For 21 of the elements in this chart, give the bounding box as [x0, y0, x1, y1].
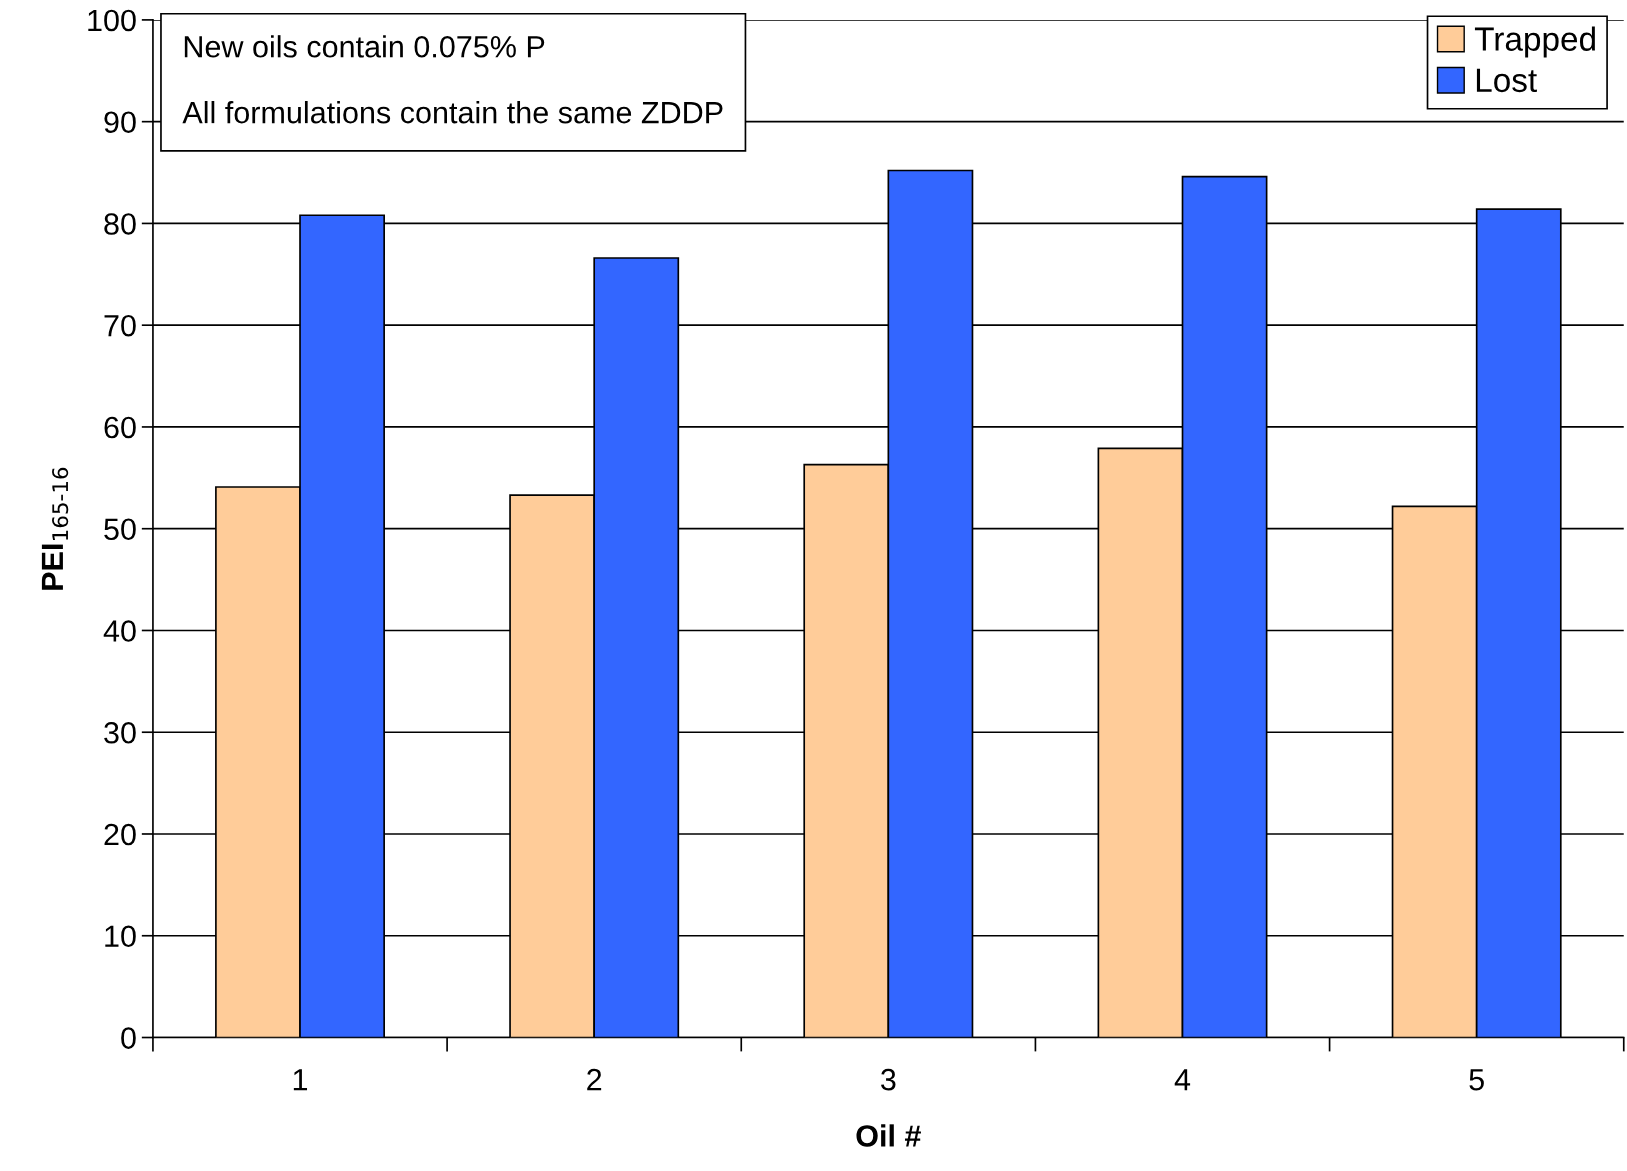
x-tick-label: 3	[881, 1068, 896, 1091]
y-tick-label: 10	[105, 925, 136, 948]
y-tick-label: 0	[121, 1027, 136, 1049]
legend-label: Lost	[1476, 68, 1537, 93]
y-tick-label: 80	[104, 213, 136, 235]
y-tick-label: 40	[103, 620, 136, 642]
legend-label: Trapped	[1474, 26, 1595, 58]
x-axis-title: Oil #	[856, 1124, 921, 1147]
y-tick-label: 100	[88, 9, 136, 32]
y-tick-label: 70	[104, 314, 136, 337]
y-tick-label: 60	[104, 416, 136, 439]
x-tick-label: 2	[587, 1068, 602, 1091]
x-tick-label: 5	[1469, 1069, 1484, 1091]
y-tick-label: 50	[104, 518, 136, 541]
x-tick-label: 1	[293, 1069, 308, 1091]
y-tick-label: 30	[104, 721, 136, 744]
text: New oils contain 0.075% P All formulations contain the same ZDDP	[182, 35, 723, 124]
y-tick-label: 20	[104, 823, 136, 846]
y-tick-label: 90	[104, 111, 136, 134]
x-tick-label: 4	[1174, 1069, 1191, 1091]
y-axis-title: PEI$_{165-16}$	[41, 467, 69, 590]
